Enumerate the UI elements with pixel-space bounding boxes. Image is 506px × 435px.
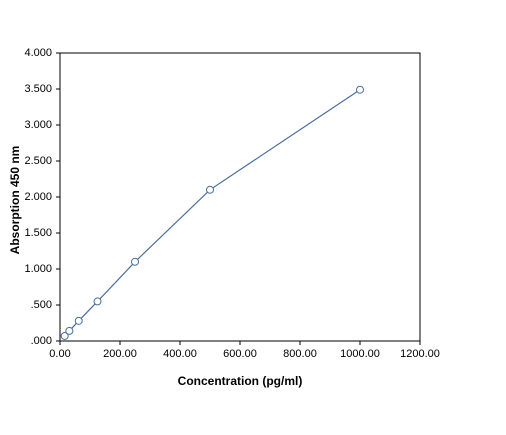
x-tick-label: 1200.00 [400,348,440,360]
x-tick-label: 0.00 [49,348,70,360]
data-point [93,297,102,306]
y-tick-label: 1.500 [24,227,52,239]
data-point [206,185,214,194]
data-point [131,257,139,266]
y-axis-title: Absorption 450 nm [8,146,22,255]
data-line [64,89,361,337]
data-point [60,331,69,340]
x-tick-label: 200.00 [103,348,137,360]
plot-frame [59,52,421,342]
x-tick-label: 1000.00 [340,348,380,360]
x-tick-label: 400.00 [163,348,197,360]
data-point [356,85,364,94]
y-tick-label: 4.000 [24,47,52,59]
y-tick-label: 2.000 [24,191,52,203]
y-tick-label: .500 [31,299,52,311]
x-tick-label: 600.00 [223,348,257,360]
y-tick-label: .000 [31,335,52,347]
x-axis-title: Concentration (pg/ml) [178,374,303,388]
data-point [65,326,74,335]
y-tick-label: 2.500 [24,155,52,167]
y-tick-label: 3.000 [24,119,52,131]
x-tick-label: 800.00 [283,348,317,360]
y-tick-label: 3.500 [24,83,52,95]
y-tick-label: 1.000 [24,263,52,275]
data-point [74,316,83,325]
